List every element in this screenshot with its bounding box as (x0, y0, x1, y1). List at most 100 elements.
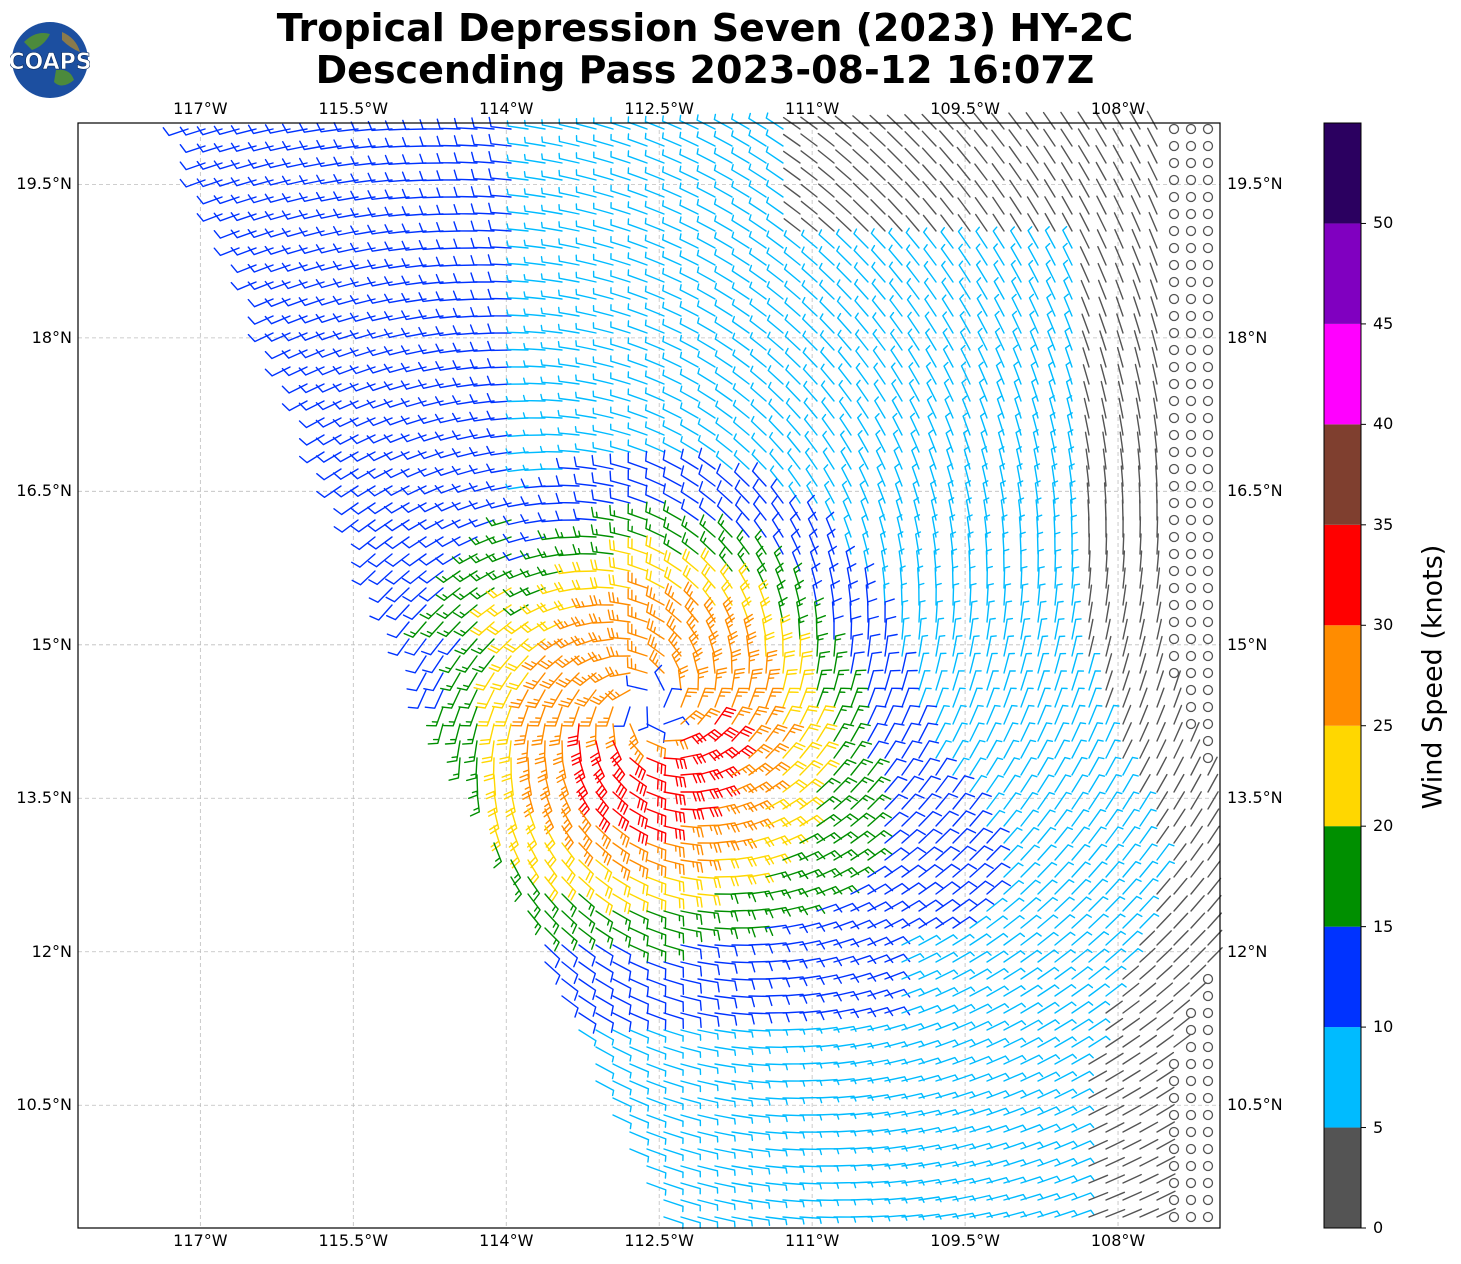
wind-barb (1117, 363, 1124, 385)
wind-barb (1122, 584, 1127, 606)
wind-barb (540, 376, 563, 385)
wind-barb (935, 582, 942, 606)
wind-barb (1066, 412, 1073, 436)
wind-barb (783, 246, 801, 266)
wind-barb (644, 149, 665, 164)
wind-barb (264, 176, 291, 186)
wind-barb (383, 416, 410, 426)
wind-barb (765, 146, 784, 164)
wind-barb (440, 672, 461, 691)
wind-barb (782, 941, 808, 951)
wind-barb (935, 828, 960, 844)
calm-wind-marker (1168, 1109, 1180, 1121)
wind-barb (833, 687, 852, 708)
wind-barb (833, 759, 857, 776)
wind-barb (627, 303, 648, 317)
wind-barb (506, 154, 529, 164)
calm-wind-marker (1168, 1177, 1180, 1189)
wind-barb (663, 1199, 684, 1213)
wind-barb (925, 328, 937, 351)
wind-barb (1088, 601, 1093, 623)
wind-barb (1054, 949, 1076, 963)
wind-barb (859, 480, 869, 504)
wind-barb (1105, 1070, 1124, 1082)
wind-barb (1139, 791, 1157, 810)
wind-barb (841, 480, 852, 504)
wind-barb (782, 1148, 805, 1156)
wind-barb (612, 859, 631, 881)
wind-barb (1122, 635, 1129, 657)
wind-barb (1112, 127, 1124, 147)
wind-barb (452, 570, 478, 583)
wind-barb (1098, 313, 1107, 334)
wind-barb (884, 740, 906, 759)
wind-barb (877, 480, 886, 504)
wind-barb (1116, 313, 1124, 334)
wind-barb (750, 415, 767, 436)
wind-barb (1020, 600, 1030, 623)
wind-barb (1101, 397, 1107, 419)
wind-barb (1088, 913, 1109, 929)
wind-barb (1088, 1053, 1107, 1065)
wind-barb (1122, 826, 1141, 844)
wind-barb (1118, 397, 1124, 419)
wind-barb (765, 668, 781, 691)
wind-barb (1088, 1139, 1108, 1150)
wind-barb (332, 330, 359, 340)
wind-barb (816, 632, 829, 657)
wind-barb (1139, 1156, 1159, 1167)
wind-barb (644, 234, 665, 249)
wind-barb (986, 635, 997, 657)
wind-barb (714, 299, 733, 317)
wind-barb (1037, 791, 1056, 810)
wind-barb (680, 1148, 701, 1161)
wind-barb (1048, 378, 1056, 402)
wind-barb (986, 774, 1004, 793)
wind-barb (557, 409, 580, 419)
wind-barb (612, 876, 631, 898)
wind-barb (646, 602, 665, 623)
wind-barb (956, 163, 971, 181)
wind-barb (697, 708, 721, 725)
wind-barb (1003, 809, 1022, 827)
wind-barb (799, 632, 811, 657)
wind-barb (697, 1012, 720, 1027)
wind-barb (1088, 1035, 1111, 1048)
wind-barb (487, 237, 512, 249)
wind-barb (884, 633, 898, 657)
wind-barb (1054, 1053, 1077, 1065)
wind-barb (974, 180, 988, 198)
wind-barb (850, 669, 867, 691)
wind-barb (837, 346, 852, 368)
wind-barb (1190, 982, 1207, 997)
wind-barb (867, 758, 890, 776)
wind-barb (1173, 670, 1181, 691)
wind-barb (783, 167, 801, 181)
wind-barb (906, 278, 920, 300)
wind-barb (1045, 276, 1056, 300)
wind-barb (713, 113, 733, 130)
wind-barb (888, 261, 903, 283)
wind-barb (609, 504, 631, 521)
wind-barb (975, 260, 988, 283)
wind-barb (610, 150, 631, 164)
wind-barb (544, 859, 558, 885)
wind-barb (784, 347, 801, 368)
wind-barb (1122, 895, 1143, 912)
wind-barb (867, 812, 892, 827)
wind-barb (765, 761, 791, 776)
wind-barb (1025, 112, 1039, 130)
wind-barb (1088, 809, 1107, 827)
wind-barb (541, 153, 563, 164)
lat-tick-label-right: 10.5°N (1227, 1095, 1283, 1115)
wind-barb (884, 900, 911, 912)
wind-barb (196, 178, 223, 188)
wind-barb (1064, 310, 1073, 334)
wind-barb (627, 371, 648, 385)
wind-barb (1054, 879, 1075, 895)
wind-barb (860, 497, 869, 521)
wind-barb (768, 432, 784, 453)
wind-barb (538, 476, 563, 488)
wind-barb (907, 328, 920, 351)
wind-barb (281, 383, 308, 394)
